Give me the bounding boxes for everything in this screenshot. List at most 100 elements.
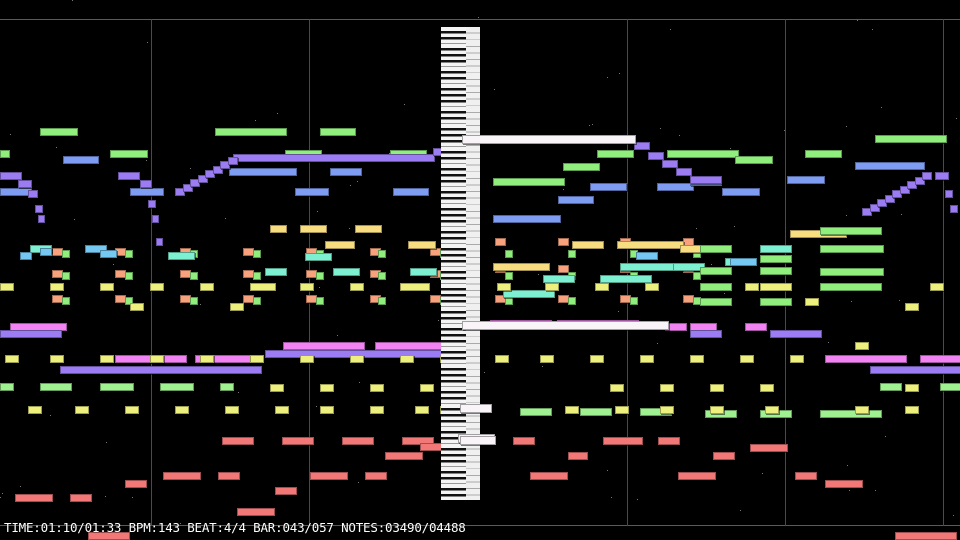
note-green [190,297,198,305]
star-dot [956,118,957,119]
note-teal [410,268,437,276]
note-lightyellow [28,406,42,414]
note-red [402,437,434,445]
note-gold [617,241,684,249]
note-playing [460,436,496,445]
piano-keyboard [441,27,467,500]
star-dot [74,219,75,220]
note-purple [18,180,32,188]
note-red [603,437,643,445]
star-dot [670,29,671,30]
note-green [505,297,513,305]
notes-label: NOTES: [341,520,386,535]
note-lime [40,383,72,391]
note-green [253,297,261,305]
note-red [237,508,275,516]
note-green [760,298,792,306]
note-lightyellow [565,406,579,414]
note-lime [520,408,552,416]
note-purple [935,172,949,180]
note-green [253,272,261,280]
star-dot [317,211,318,212]
note-lightyellow [320,384,334,392]
note-lightyellow [400,355,414,363]
star-dot [846,215,847,216]
note-lightyellow [50,283,64,291]
note-green [493,178,565,186]
note-green [378,297,386,305]
note-lightyellow [710,406,724,414]
note-lightyellow [100,355,114,363]
star-dot [190,168,191,169]
bpm-label: BPM: [128,520,159,535]
note-red [342,437,374,445]
note-red [795,472,817,480]
note-green [820,283,882,291]
note-lightyellow [175,406,189,414]
note-green [316,272,324,280]
notes-value: 03490/04488 [385,520,466,535]
note-green [125,272,133,280]
star-dot [711,264,712,265]
bar-line [151,19,152,526]
star-dot [277,113,278,114]
star-dot [730,148,731,149]
note-purple [945,190,953,198]
star-dot [592,124,593,125]
note-lightyellow [690,355,704,363]
note-purple [922,172,932,180]
star-dot [846,126,847,127]
note-lightyellow [400,283,430,291]
note-purple [0,172,22,180]
note-lightyellow [300,283,314,291]
note-lightyellow [595,283,609,291]
note-gold [325,241,355,249]
note-purple [634,142,650,150]
note-purple [662,160,678,168]
note-blue [63,156,99,164]
note-lightyellow [300,355,314,363]
star-dot [618,311,619,312]
note-blue [722,188,760,196]
note-lightyellow [660,384,674,392]
note-purple [950,205,958,213]
note-lightyellow [100,283,114,291]
note-lightyellow [350,283,364,291]
note-green [700,298,732,306]
note-red [15,494,53,502]
note-lightyellow [905,406,919,414]
note-gold [355,225,382,233]
note-purple [190,179,200,187]
note-purple [892,190,902,198]
bar-label: BAR: [253,520,283,535]
note-pink [825,355,907,363]
note-green [378,250,386,258]
note-teal [265,268,287,276]
note-lightyellow [130,303,144,311]
note-teal [503,290,555,298]
bottom-border-line [0,525,960,526]
star-dot [56,147,57,148]
note-lightyellow [615,406,629,414]
star-dot [0,497,1,498]
note-red [513,437,535,445]
note-blue [558,196,594,204]
note-green [693,272,701,280]
note-teal [168,252,195,260]
star-dot [899,300,900,301]
star-dot [255,120,256,121]
star-dot [784,130,785,131]
note-green [125,297,133,305]
star-dot [72,0,73,1]
note-purple [197,174,208,183]
star-dot [660,128,661,129]
note-lightyellow [75,406,89,414]
note-green [62,297,70,305]
top-border-line [0,19,960,20]
note-green [378,272,386,280]
star-dot [106,442,107,443]
note-green [320,128,356,136]
star-dot [872,29,873,30]
note-purple [212,165,223,174]
star-dot [319,287,320,288]
